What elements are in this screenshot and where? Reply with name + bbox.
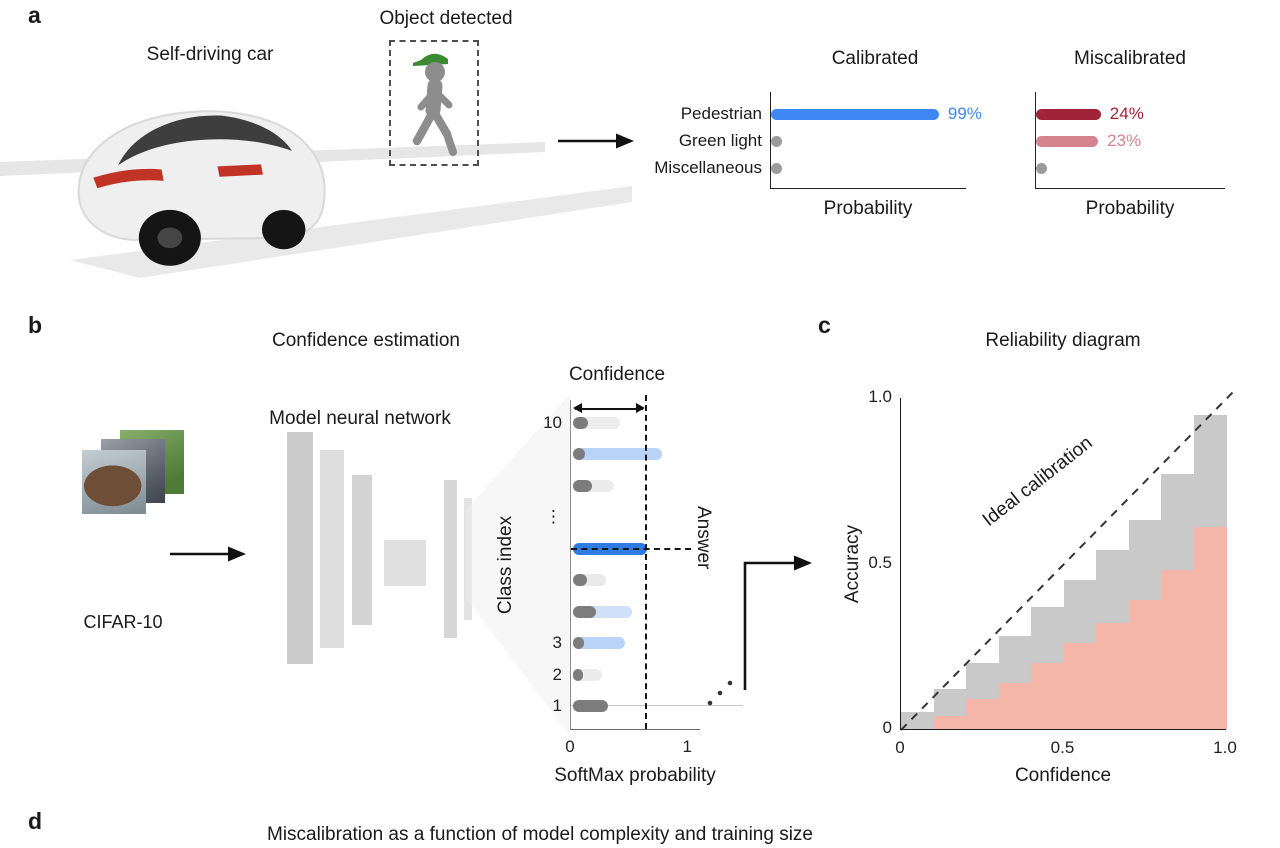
calibrated-xlabel: Probability — [823, 198, 913, 219]
panel-d-label: d — [28, 808, 43, 834]
x-tick-label: 0.5 — [1050, 738, 1075, 757]
confidence-label: Confidence — [568, 364, 666, 385]
softmax-dot-bar — [573, 416, 589, 429]
softmax-dot-bar — [573, 574, 588, 587]
class-tick-label: 2 — [552, 664, 562, 684]
arrow-right-icon — [558, 133, 634, 149]
answer-dashed-line — [571, 547, 691, 550]
prob-bar — [1036, 135, 1099, 147]
softmax-dot-bar — [573, 605, 597, 618]
x-tick-label: 0 — [565, 737, 575, 756]
miscalibrated-chart: 24% 23% — [1035, 92, 1225, 189]
reliability-title: Reliability diagram — [985, 330, 1141, 351]
network-layer — [444, 480, 457, 638]
cifar-image-front — [82, 450, 146, 514]
prob-bar — [771, 135, 782, 147]
network-layer — [352, 475, 372, 625]
softmax-dot-bar — [573, 668, 583, 681]
reliability-y-ticks: 0 0.5 1.0 — [842, 387, 892, 737]
detection-box — [389, 40, 479, 166]
softmax-xlabel: SoftMax probability — [554, 765, 716, 786]
x-tick-label: 1 — [682, 737, 692, 756]
prob-bar — [771, 162, 782, 174]
softmax-bar — [573, 448, 663, 461]
reliability-bar-pink-bars — [1161, 570, 1195, 729]
softmax-dot-bar — [573, 479, 592, 492]
reliability-bar-pink-bars — [1128, 599, 1162, 729]
class-tick-label: ⋮ — [545, 507, 562, 527]
car-illustration — [77, 110, 326, 266]
y-tick-label: 0 — [882, 718, 892, 737]
arrow-right-icon — [170, 546, 246, 562]
prob-bar — [771, 108, 939, 120]
prob-bar — [1036, 162, 1047, 174]
category-label: Miscellaneous — [654, 158, 762, 177]
panel-d-title: Miscalibration as a function of model co… — [267, 824, 813, 845]
network-layer — [287, 432, 313, 664]
category-label: Green light — [678, 131, 762, 150]
class-tick-label: 1 — [552, 696, 562, 716]
reliability-bar-pink-bars — [1063, 642, 1097, 729]
reliability-bar-pink-bars — [1193, 527, 1227, 729]
y-tick-label: 0.5 — [868, 552, 892, 572]
class-ticks: 10 ⋮ 3 2 1 — [518, 400, 562, 730]
softmax-dot-bar — [573, 448, 585, 461]
softmax-dot-bar — [573, 637, 584, 650]
x-tick-label: 0 — [895, 738, 905, 757]
cifar-label: CIFAR-10 — [83, 612, 163, 632]
prob-bar — [1036, 108, 1101, 120]
softmax-chart — [570, 395, 743, 730]
class-tick-label: 10 — [543, 412, 562, 432]
reliability-bar-pink-bars — [933, 715, 967, 729]
prob-value-label: 99% — [947, 104, 982, 123]
projection-fan-graphic — [466, 394, 570, 736]
panel-a-label: a — [28, 2, 41, 28]
network-layer — [384, 540, 426, 586]
object-detected-label: Object detected — [379, 8, 513, 29]
ideal-calibration-line — [901, 388, 1238, 731]
confidence-range-arrow — [573, 403, 645, 413]
confidence-axis-label: Confidence — [1014, 765, 1112, 786]
confidence-estimation-title: Confidence estimation — [272, 330, 460, 351]
confidence-dashed-line — [644, 395, 647, 729]
miscalibrated-xlabel: Probability — [1085, 198, 1175, 219]
calibrated-category-labels: Pedestrian Green light Miscellaneous — [596, 92, 762, 189]
panel-b-label: b — [28, 312, 43, 338]
reliability-bar-pink-bars — [966, 699, 1000, 729]
pedestrian-icon — [412, 53, 457, 156]
row-extension-line — [571, 705, 743, 707]
prob-value-label: 23% — [1107, 131, 1142, 150]
reliability-bar-pink-bars — [1031, 662, 1065, 729]
class-index-axis-label: Class index — [495, 515, 516, 615]
network-layer — [320, 450, 344, 648]
prob-value-label: 24% — [1109, 104, 1144, 123]
elbow-arrow-icon — [707, 555, 812, 706]
reliability-bar-gray-bars — [901, 712, 935, 729]
softmax-bar — [573, 637, 625, 650]
softmax-dot-bar — [573, 700, 609, 713]
car-label: Self-driving car — [146, 44, 274, 65]
reliability-x-ticks: 0 0.5 1.0 — [895, 738, 1237, 760]
reliability-bar-pink-bars — [998, 682, 1032, 729]
class-tick-label: 3 — [552, 633, 562, 653]
y-tick-label: 1.0 — [868, 387, 892, 406]
calibrated-title: Calibrated — [831, 48, 919, 69]
miscalibrated-title: Miscalibrated — [1074, 48, 1186, 69]
category-label: Pedestrian — [680, 104, 762, 123]
x-tick-label: 1.0 — [1213, 738, 1237, 757]
network-label: Model neural network — [269, 408, 451, 429]
reliability-bar-pink-bars — [1096, 623, 1130, 729]
cifar-images — [82, 430, 202, 530]
reliability-chart: Ideal calibration — [900, 388, 1238, 731]
panel-c-label: c — [818, 312, 831, 338]
calibrated-chart: 99% — [770, 92, 982, 189]
